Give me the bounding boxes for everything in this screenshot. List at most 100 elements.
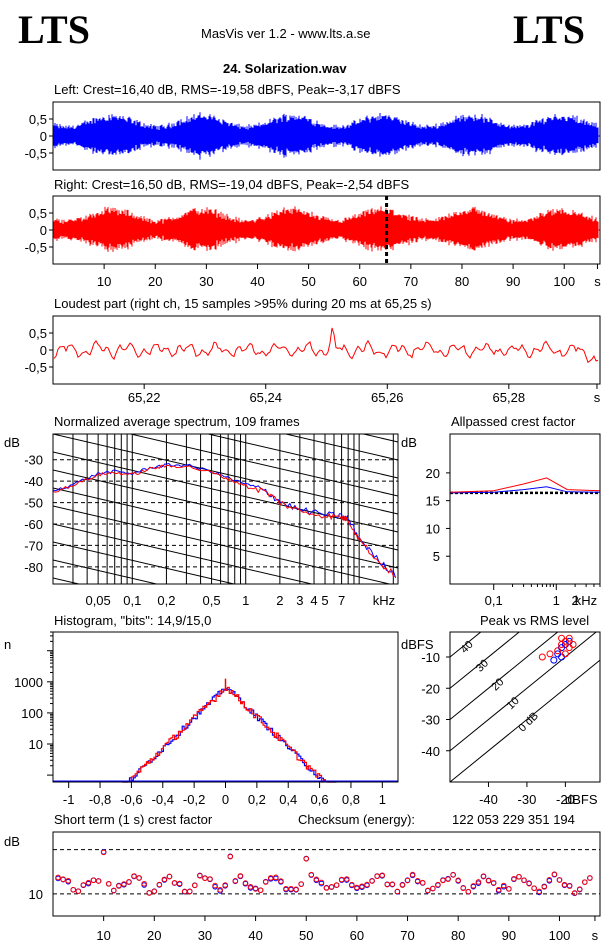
right-crest-point (313, 876, 320, 883)
allpass-crest-title: Allpassed crest factor (451, 414, 576, 429)
right-crest-point (192, 882, 198, 889)
plot-frame (52, 631, 399, 783)
right-crest-point (394, 888, 401, 895)
x-tick-label: 100 (549, 928, 571, 943)
right-crest-point (242, 880, 249, 886)
x-tick-label: 90 (502, 928, 516, 943)
peak-rms-ylabel: dBFS (401, 637, 434, 652)
right-level-point (565, 644, 573, 652)
y-tick-label: 15 (426, 494, 440, 509)
x-tick-label: -0,2 (183, 792, 205, 807)
y-tick-label: -70 (24, 538, 43, 553)
x-tick-label: -20 (556, 792, 575, 807)
histogram-ylabel: n (4, 637, 12, 652)
right-crest-point (440, 877, 446, 884)
crest-diagonal (450, 632, 482, 658)
right-crest-point (516, 874, 522, 880)
right-crest-point (506, 886, 512, 892)
right-crest-point (121, 881, 127, 887)
right-level-point (565, 634, 573, 642)
right-crest-point (338, 876, 345, 883)
right-crest-point (399, 882, 406, 888)
x-tick-label: 0,4 (279, 792, 297, 807)
right-crest-point (55, 874, 61, 881)
y-tick-label: -0,5 (25, 360, 47, 375)
y-tick-label: 10 (426, 521, 440, 536)
right-level-point (558, 634, 566, 642)
right-crest-point (389, 881, 396, 887)
right-crest-point (455, 877, 461, 884)
x-tick-label: s (594, 274, 601, 289)
right-crest-point (561, 881, 568, 888)
x-tick-label: 1 (553, 593, 560, 608)
right-level-point (546, 650, 554, 658)
right-crest-point (65, 877, 71, 884)
plot-frame (52, 101, 601, 171)
right-crest-point (110, 887, 117, 894)
left-histogram (122, 688, 337, 783)
x-tick-label: -1 (63, 792, 75, 807)
x-tick-label: 0,05 (85, 593, 110, 608)
right-crest-point (414, 878, 421, 884)
x-tick-label: 20 (147, 928, 161, 943)
right-crest-point (257, 887, 264, 894)
slope-line (53, 559, 159, 584)
plot-frame (52, 195, 601, 265)
right-crest-point (298, 881, 304, 887)
right-crest-point (409, 871, 416, 878)
x-tick-label: 65,26 (371, 390, 404, 405)
right-level-point (554, 647, 562, 655)
x-tick-label: 1 (379, 792, 386, 807)
y-tick-label: -0,5 (25, 240, 47, 255)
allpass-ylabel: dB (401, 435, 417, 450)
slope-line (53, 451, 398, 533)
logo-right: LTS (513, 7, 585, 52)
right-crest-point (252, 886, 259, 892)
x-tick-label: -0,6 (120, 792, 142, 807)
x-tick-label: 1 (242, 593, 249, 608)
right-crest-point (197, 873, 203, 879)
peak-rms-diagonals (450, 632, 600, 782)
plot-frame (52, 315, 601, 385)
right-crest-point (278, 878, 284, 884)
x-tick-label: 3 (296, 593, 303, 608)
right-crest-point (480, 873, 487, 879)
crest-diagonal (450, 632, 597, 752)
right-crest-point (186, 888, 193, 895)
y-tick-label: -30 (24, 453, 43, 468)
right-crest-point (171, 880, 178, 886)
right-waveform (53, 206, 599, 252)
slope-line (53, 290, 398, 370)
right-crest-point (126, 879, 132, 885)
spectrum-title: Normalized average spectrum, 109 frames (54, 414, 300, 429)
right-crest-point (166, 873, 173, 880)
right-crest-point (571, 890, 578, 896)
spectrum-ylabel: dB (4, 435, 20, 450)
left-crest-line (449, 486, 601, 494)
right-crest-point (161, 876, 168, 883)
x-tick-label: 70 (404, 274, 418, 289)
right-crest-point (495, 886, 502, 893)
right-crest-point (435, 881, 441, 888)
x-tick-label: 10 (96, 928, 110, 943)
x-tick-label: 0,6 (311, 792, 329, 807)
slope-line (361, 434, 398, 443)
loudest-part-title: Loudest part (right ch, 15 samples >95% … (54, 296, 432, 311)
right-crest-point (369, 878, 375, 884)
right-crest-point (541, 884, 548, 890)
right-crest-point (262, 879, 269, 885)
x-tick-label: 10 (97, 274, 111, 289)
x-tick-label: 90 (506, 274, 520, 289)
x-tick-label: 60 (350, 928, 364, 943)
right-crest-point (485, 877, 492, 884)
y-tick-label: 5 (433, 549, 440, 564)
x-tick-label: 50 (301, 274, 315, 289)
right-crest-point (531, 885, 537, 891)
x-tick-label: -30 (518, 792, 537, 807)
app-title: MasVis ver 1.2 - www.lts.a.se (201, 26, 371, 41)
right-crest-point (419, 879, 426, 886)
right-crest-point (359, 883, 365, 890)
y-tick-label: 10 (29, 737, 43, 752)
left-channel-title: Left: Crest=16,40 dB, RMS=-19,58 dBFS, P… (54, 82, 401, 97)
right-crest-point (404, 877, 411, 884)
